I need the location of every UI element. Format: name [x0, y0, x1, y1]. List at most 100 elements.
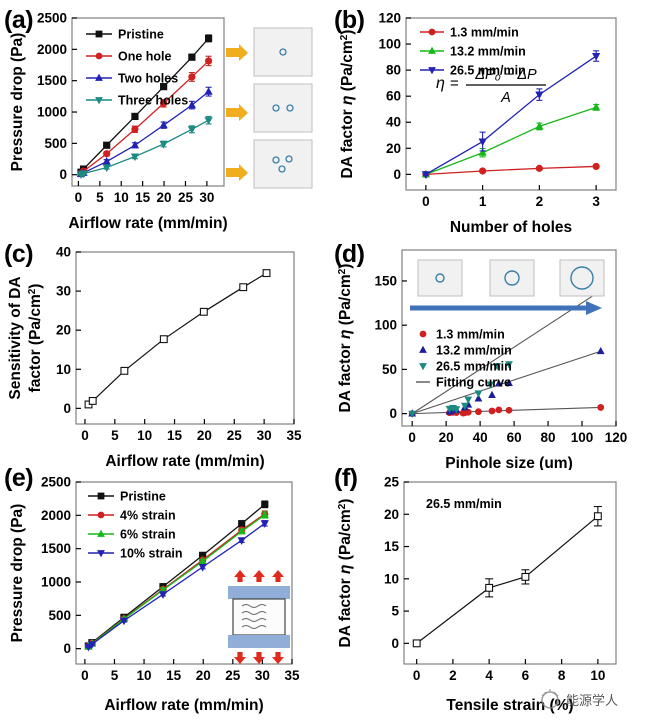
scatter-marker [486, 381, 495, 389]
legend-label: 6% strain [120, 528, 176, 542]
y-tick-label: 20 [56, 323, 71, 338]
x-tick-label: 20 [157, 190, 172, 205]
x-tick-label: 120 [605, 430, 628, 445]
x-tick-label: 5 [111, 668, 119, 683]
panel-f-frame: 0 2 4 6 8 10 0 5 10 15 20 25 [384, 475, 617, 683]
legend-marker [428, 28, 436, 36]
legend-label: Two holes [118, 72, 178, 86]
fitting-curve [411, 290, 602, 415]
fiber-squiggle [241, 625, 267, 629]
series-marker [130, 140, 140, 149]
series-marker [592, 102, 601, 111]
panel-b-label: (b) [334, 6, 365, 34]
x-tick-label: 15 [135, 190, 151, 205]
legend-label: 26.5 mm/min [450, 64, 526, 78]
panel-d-plot: 0 20 40 60 80 100 120 0 50 100 150 1.3 mm/min 13.2 m… [337, 249, 628, 470]
y-tick-label: 15 [384, 539, 400, 554]
inset-medium-pinhole-sample [489, 259, 535, 297]
series-marker [204, 57, 213, 65]
panel-c-label: (c) [4, 240, 34, 268]
legend-marker [97, 492, 105, 500]
legend-marker [95, 30, 103, 38]
hole-icon [272, 156, 280, 164]
axis-title: DA factor η (Pa/cm2) [339, 30, 357, 179]
series-marker [204, 34, 213, 42]
scatter-marker [597, 404, 605, 411]
y-tick-label: 20 [384, 507, 399, 522]
x-tick-label: 0 [413, 668, 421, 683]
panel-a: 0 5 10 15 20 25 30 0 500 1000 1500 2000 2500 Pristine… [0, 0, 330, 240]
orange-arrow-icon [226, 44, 248, 61]
scatter-marker [464, 408, 472, 416]
top-clamp [228, 586, 290, 599]
x-tick-label: 30 [255, 668, 270, 683]
series-marker [593, 512, 602, 521]
bottom-clamp [228, 635, 290, 648]
series-marker [120, 366, 129, 375]
x-axis-title: Airflow rate (mm/min) [104, 697, 263, 714]
panel-c-plot: 0 5 10 15 20 25 30 35 0 10 20 30 40 Airflow rate (mm/… [7, 245, 302, 471]
y-tick-label: 120 [378, 11, 401, 26]
series-marker [239, 283, 248, 292]
y-tick-label: 500 [44, 136, 67, 151]
panel-e: 0 5 10 15 20 25 30 35 0 500 1000 1500 2000 2500 Pristi… [0, 458, 330, 728]
panel-d: 0 20 40 60 80 100 120 0 50 100 150 1.3 mm/min 13.2 m… [326, 234, 656, 470]
series-marker [102, 156, 111, 165]
scatter-marker [474, 394, 483, 402]
red-arrow-down-icon [272, 652, 284, 664]
x-axis-title: Pinhole size (um) [445, 455, 572, 470]
series-marker [237, 537, 246, 545]
y-tick-label: 100 [374, 318, 397, 333]
x-tick-label: 30 [257, 428, 272, 443]
hole-icon [278, 165, 286, 173]
red-arrow-down-icon [234, 652, 246, 664]
pinhole-icon [435, 273, 445, 283]
series-marker [187, 126, 196, 134]
series-marker [478, 148, 487, 156]
inset-large-pinhole-sample [559, 259, 605, 297]
y-tick-label: 2500 [37, 11, 67, 26]
x-tick-label: 1 [479, 194, 487, 209]
red-arrow-up-icon [253, 570, 265, 582]
series-marker [159, 120, 168, 129]
series-marker [188, 73, 196, 81]
scatter-marker [488, 390, 496, 398]
x-tick-label: 0 [81, 428, 89, 443]
x-tick-label: 2 [449, 668, 457, 683]
x-tick-label: 6 [522, 668, 530, 683]
series-line [416, 515, 599, 644]
y-tick-label: 0 [63, 641, 71, 656]
equation-numerator: ΔP₀ − ΔP [474, 67, 537, 83]
scatter-marker [452, 406, 461, 414]
series-line [425, 106, 597, 175]
legend-label: 1.3 mm/min [436, 328, 505, 342]
equation-eta: η [436, 75, 445, 92]
scatter-marker [493, 362, 501, 371]
red-arrow-up-icon [272, 570, 284, 582]
x-tick-label: 0 [422, 194, 430, 209]
legend-marker [419, 345, 427, 353]
series-line [425, 165, 597, 176]
x-tick-label: 20 [197, 428, 212, 443]
scatter-marker [494, 379, 503, 387]
series-line [425, 55, 597, 175]
y-tick-label: 1000 [41, 575, 71, 590]
series-marker [187, 100, 196, 109]
y-tick-label: 2000 [37, 42, 67, 57]
hole-icon [272, 104, 280, 112]
scatter-marker [596, 346, 605, 355]
y-axis-title: Pressure drop (Pa) [9, 33, 26, 172]
y-tick-label: 80 [386, 63, 401, 78]
scatter-marker [505, 378, 513, 387]
legend-label: 13.2 mm/min [436, 344, 512, 358]
series-marker [119, 617, 129, 626]
series-marker [198, 563, 207, 572]
watermark-logo-icon [541, 689, 559, 709]
series-marker [160, 83, 168, 91]
x-tick-label: 40 [473, 430, 488, 445]
series-marker [262, 269, 271, 278]
series-marker [103, 141, 111, 149]
series-marker [592, 162, 600, 171]
